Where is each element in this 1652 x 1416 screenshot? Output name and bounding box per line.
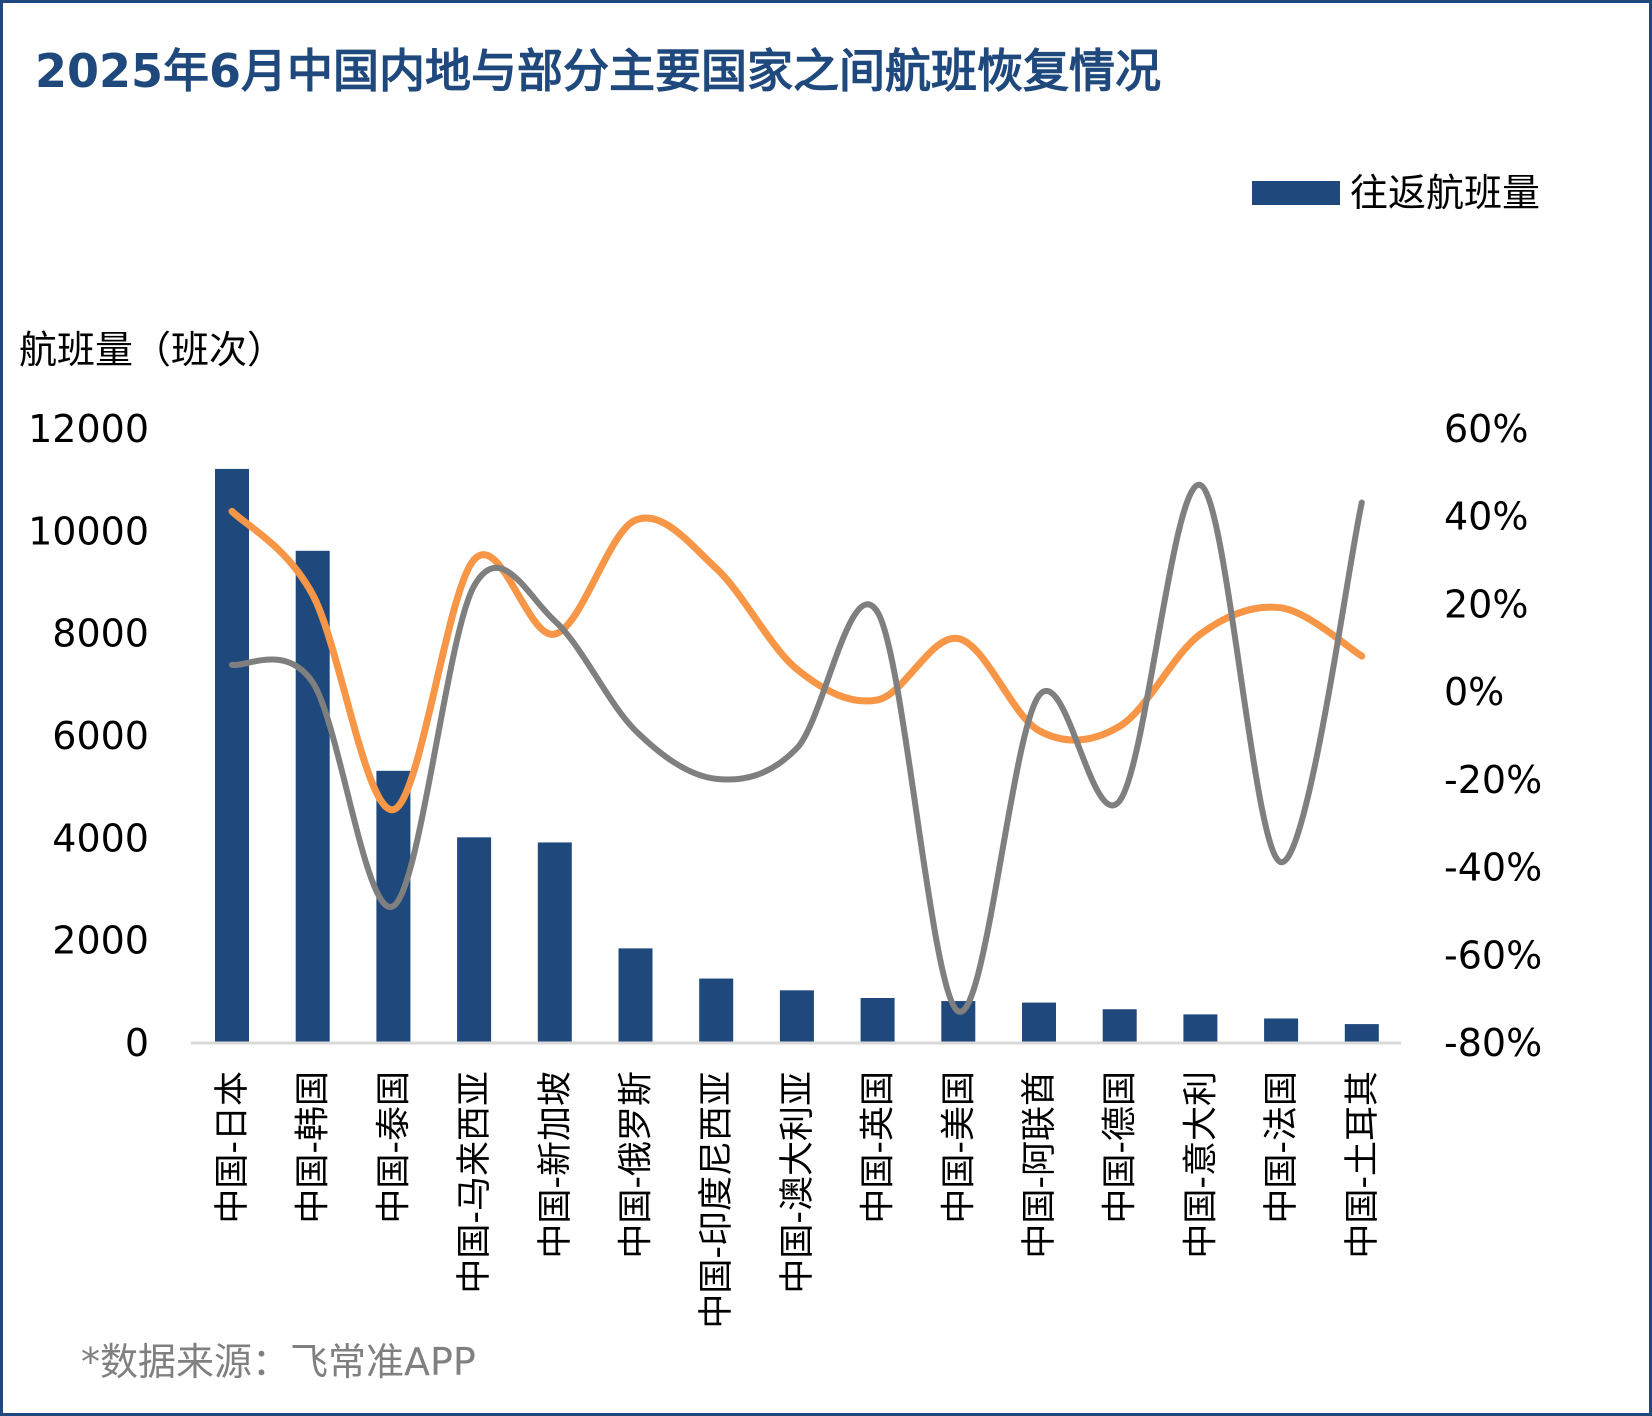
y-tick-label: 8000: [52, 612, 149, 656]
y-tick-label: 12000: [28, 407, 149, 451]
x-tick-label: 中国-俄罗斯: [617, 1071, 657, 1259]
bar: [1102, 1009, 1137, 1042]
x-tick-label: 中国-阿联酋: [1020, 1071, 1060, 1259]
x-tick-label: 中国-英国: [859, 1071, 899, 1224]
y2-tick-label: 0%: [1444, 670, 1504, 714]
x-tick-label: 中国-意大利: [1181, 1071, 1221, 1259]
y-tick-label: 4000: [52, 816, 149, 860]
y2-tick-label: -80%: [1444, 1021, 1542, 1065]
line-orange: [228, 507, 1366, 814]
y-tick-label: 10000: [28, 509, 149, 553]
combo-chart: 2025年6月中国内地与部分主要国家之间航班恢复情况 往返航班量 航班量（班次）…: [19, 44, 1542, 1384]
x-tick-label: 中国-德国: [1101, 1071, 1141, 1224]
legend: 往返航班量: [1252, 171, 1540, 215]
x-tick-label: 中国-土耳其: [1343, 1071, 1383, 1259]
x-tick-label: 中国-泰国: [374, 1071, 414, 1224]
x-tick-label: 中国-美国: [939, 1071, 979, 1224]
legend-swatch-bar: [1252, 181, 1340, 205]
legend-label: 往返航班量: [1350, 171, 1540, 215]
bar: [941, 1001, 976, 1042]
source-note: *数据来源：飞常准APP: [81, 1340, 476, 1384]
y-tick-label: 2000: [52, 919, 149, 963]
x-tick-label: 中国-韩国: [294, 1071, 334, 1224]
x-tick-label: 中国-印度尼西亚: [697, 1071, 737, 1329]
x-tick-label: 中国-马来西亚: [455, 1071, 495, 1294]
y2-tick-label: 60%: [1444, 407, 1528, 451]
x-tick-label: 中国-澳大利亚: [778, 1071, 818, 1294]
chart-title: 2025年6月中国内地与部分主要国家之间航班恢复情况: [35, 44, 1161, 98]
x-tick-label: 中国-新加坡: [536, 1071, 576, 1259]
line-gray: [229, 482, 1365, 1015]
x-tick-label: 中国-法国: [1262, 1071, 1302, 1224]
x-axis-labels: 中国-日本 中国-韩国 中国-泰国 中国-马来西亚 中国-新加坡 中国-俄罗斯 中国-印度尼…: [213, 1071, 1383, 1329]
y-axis-ticks: 0 2000 4000 6000 8000 10000 12000: [28, 407, 149, 1065]
bar: [779, 990, 814, 1042]
y2-tick-label: -40%: [1444, 846, 1542, 890]
bar: [618, 948, 653, 1042]
bar: [699, 978, 734, 1042]
bar: [537, 842, 572, 1042]
y-axis-label: 航班量（班次）: [19, 328, 285, 372]
y-tick-label: 0: [125, 1021, 149, 1065]
y-tick-label: 6000: [52, 714, 149, 758]
bar: [1022, 1002, 1056, 1042]
y2-axis-ticks: -80% -60% -40% -20% 0% 20% 40% 60%: [1444, 407, 1542, 1065]
lines: [228, 482, 1366, 1015]
y2-tick-label: -20%: [1444, 758, 1542, 802]
bar: [1183, 1014, 1218, 1042]
bar: [1264, 1018, 1299, 1042]
bar: [215, 468, 249, 1042]
y2-tick-label: 40%: [1444, 495, 1528, 539]
bar: [1344, 1024, 1379, 1042]
bar: [457, 837, 492, 1042]
y2-tick-label: 20%: [1444, 582, 1528, 626]
x-tick-label: 中国-日本: [213, 1071, 253, 1224]
bars: [215, 468, 1379, 1042]
y2-tick-label: -60%: [1444, 933, 1542, 977]
bar: [860, 997, 895, 1042]
